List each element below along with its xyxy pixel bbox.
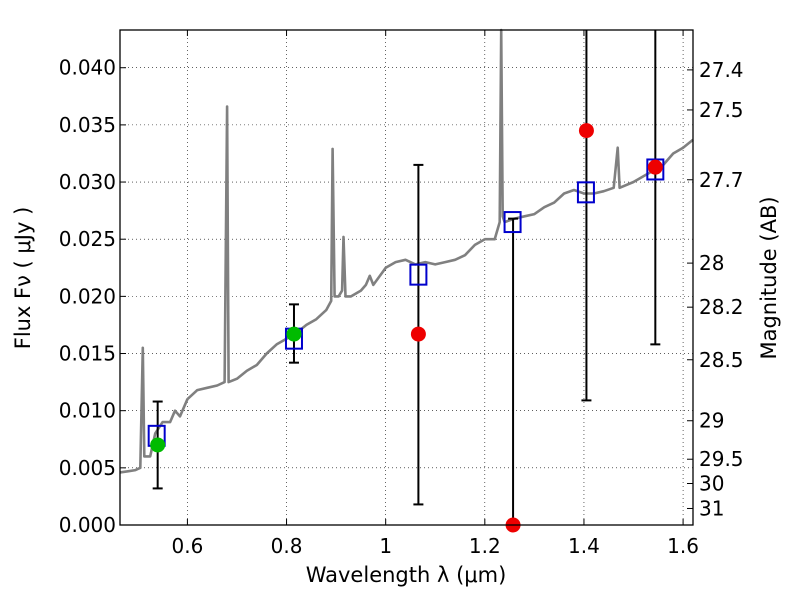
model-photometry-square (576, 181, 595, 204)
y-axis-label: Flux Fν ( μJy ) (11, 207, 35, 350)
y-tick-label: 0.040 (59, 56, 116, 80)
right-tick-label: 28 (699, 251, 724, 275)
x-tick-label: 1 (379, 534, 392, 558)
right-tick-label: 27.4 (699, 58, 744, 82)
right-tick-label: 30 (699, 471, 724, 495)
y-tick-label: 0.025 (59, 227, 116, 251)
y-tick-label: 0.015 (59, 342, 116, 366)
x-tick-label: 1.2 (469, 534, 501, 558)
right-tick-label: 27.7 (699, 168, 744, 192)
observed-point (410, 326, 426, 342)
y-tick-label: 0.020 (59, 284, 116, 308)
observed-point (150, 437, 166, 453)
y-tick-label: 0.010 (59, 399, 116, 423)
right-tick-label: 31 (699, 496, 724, 520)
right-tick-label: 27.5 (699, 98, 744, 122)
right-tick-label: 28.5 (699, 348, 744, 372)
y-tick-label: 0.005 (59, 456, 116, 480)
right-tick-label: 29 (699, 409, 724, 433)
model-photometry-square (646, 158, 665, 181)
observed-point (578, 123, 594, 139)
x-tick-label: 1.4 (568, 534, 600, 558)
observed-points (150, 123, 663, 533)
y-tick-label: 0.030 (59, 170, 116, 194)
right-axis-label: Magnitude (AB) (757, 196, 781, 359)
observed-point (647, 159, 663, 175)
model-photometry-square (409, 263, 428, 286)
x-tick-label: 0.6 (172, 534, 204, 558)
ticks: 0.6 0.8 1 1.2 1.4 1.6 0.000 0.005 0.010 0.015 0.02… (59, 30, 744, 558)
x-tick-label: 0.8 (271, 534, 303, 558)
x-tick-label: 1.6 (667, 534, 699, 558)
model-photometry-square (503, 211, 522, 234)
observed-point (286, 326, 302, 342)
right-tick-label: 28.2 (699, 295, 744, 319)
y-tick-label: 0.035 (59, 113, 116, 137)
y-tick-label: 0.000 (59, 513, 116, 537)
grid (120, 30, 693, 526)
plot-frame (119, 29, 694, 526)
right-tick-label: 29.5 (699, 447, 744, 471)
x-axis-label: Wavelength λ (μm) (306, 563, 507, 587)
